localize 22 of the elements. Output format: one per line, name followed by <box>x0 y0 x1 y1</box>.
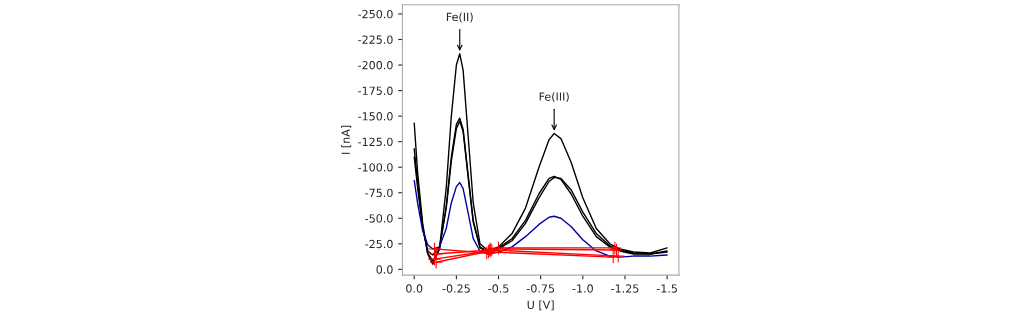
x-axis-title: U [V] <box>527 300 554 311</box>
y-tick-label: -50.0 <box>365 214 393 223</box>
x-tick-label: -1.0 <box>572 284 593 293</box>
y-tick-label: -225.0 <box>358 35 393 44</box>
y-tick-label: -200.0 <box>358 61 393 70</box>
x-tick-label: -0.25 <box>442 284 470 293</box>
y-tick-label: 0.0 <box>376 265 393 274</box>
y-tick-label: -175.0 <box>358 86 393 95</box>
annotation: Fe(II) <box>446 12 473 23</box>
x-tick-label: -1.25 <box>611 284 639 293</box>
y-tick-label: -250.0 <box>358 9 393 19</box>
y-tick-label: -100.0 <box>358 163 393 172</box>
x-tick-label: -0.75 <box>526 284 555 293</box>
x-tick-label: -0.5 <box>488 284 509 293</box>
y-tick-label: -150.0 <box>358 112 393 121</box>
y-axis-title: I [nA] <box>341 125 352 154</box>
y-tick-label: -75.0 <box>365 188 393 198</box>
y-tick-label: -125.0 <box>358 137 393 147</box>
y-tick-label: -25.0 <box>365 239 393 249</box>
x-tick-label: 0.0 <box>406 284 423 293</box>
x-tick-label: -1.5 <box>656 284 677 293</box>
annotation: Fe(III) <box>539 92 569 103</box>
